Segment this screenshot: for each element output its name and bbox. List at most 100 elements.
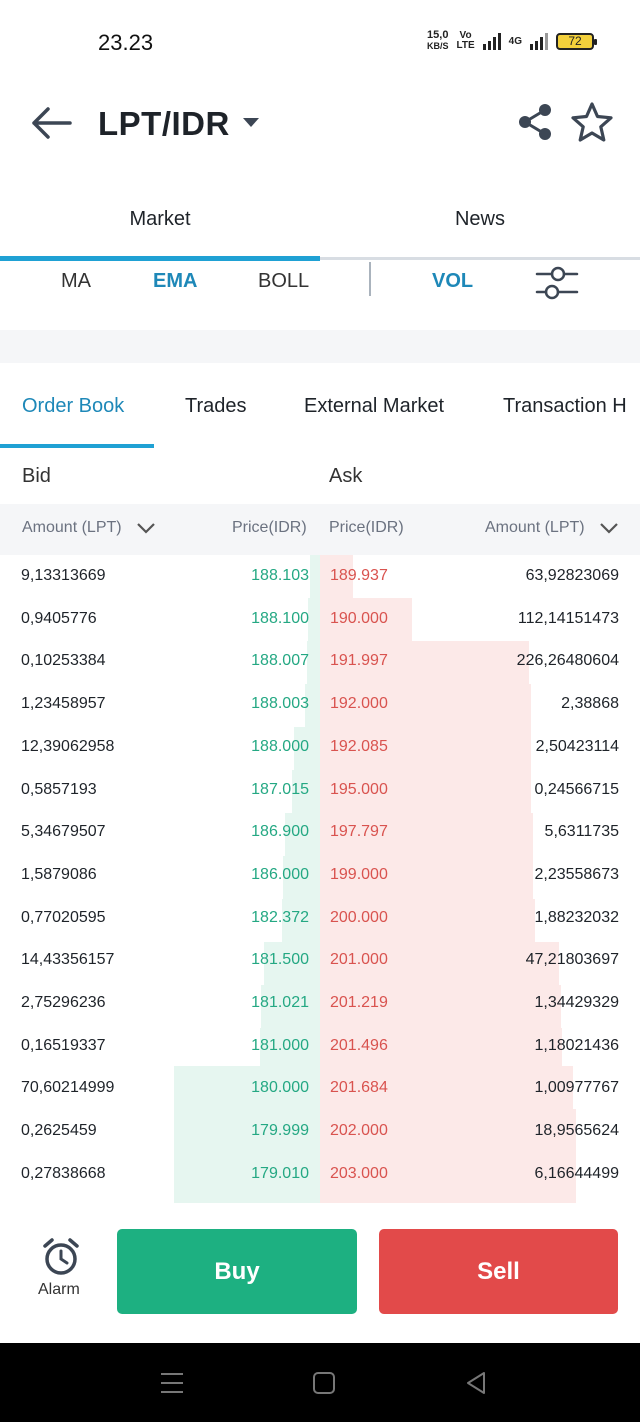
caret-down-icon[interactable]: [242, 116, 260, 128]
order-book-row[interactable]: 2,75296236 181.021 201.219 1,34429329: [0, 982, 640, 1025]
bid-depth-bar: [283, 856, 320, 899]
tab-news[interactable]: News: [454, 208, 505, 230]
bid-price: 181.021: [251, 994, 309, 1011]
ask-price: 201.000: [330, 951, 388, 969]
ask-depth-bar: [320, 555, 353, 598]
back-arrow-icon[interactable]: [30, 105, 72, 141]
bid-depth-bar: [310, 555, 320, 598]
network-type: 4G: [508, 35, 522, 47]
tab-trades[interactable]: Trades: [185, 395, 247, 417]
order-book-row[interactable]: 0,10253384 188.007 191.997 226,26480604: [0, 640, 640, 683]
order-book-row[interactable]: 0,9405776 188.100 190.000 112,14151473: [0, 598, 640, 641]
bid-price: 188.007: [251, 652, 309, 670]
bid-price: 181.000: [251, 1036, 309, 1054]
volte-bottom: LTE: [456, 40, 475, 51]
order-book-row[interactable]: 0,5857193 187.015 195.000 0,24566715: [0, 769, 640, 812]
order-book-row[interactable]: 12,39062958 188.000 192.085 2,50423114: [0, 726, 640, 769]
ask-depth-bar: [320, 1028, 562, 1066]
order-book-row[interactable]: 70,60214999 180.000 201.684 1,00977767: [0, 1067, 640, 1110]
indicator-vol[interactable]: VOL: [432, 270, 474, 292]
bid-price: 188.103: [251, 567, 309, 584]
ask-amount: 5,6311735: [544, 823, 619, 841]
bid-price: 188.100: [251, 609, 309, 627]
ask-amount-header[interactable]: Amount (LPT): [485, 519, 585, 536]
bid-price: 179.999: [251, 1122, 309, 1140]
alarm-clock-icon[interactable]: [41, 1237, 81, 1277]
bid-price: 188.003: [251, 695, 309, 713]
back-nav-icon[interactable]: [464, 1371, 488, 1395]
order-book-row[interactable]: 1,23458957 188.003 192.000 2,38868: [0, 683, 640, 726]
ask-amount: 1,88232032: [534, 908, 619, 926]
bid-amount: 14,43356157: [21, 951, 115, 969]
order-book-row[interactable]: 5,34679507 186.900 197.797 5,6311735: [0, 811, 640, 854]
ask-amount: 63,92823069: [525, 567, 619, 584]
indicator-ma[interactable]: MA: [61, 270, 91, 292]
book-tab-underline: [0, 444, 154, 448]
chevron-down-icon[interactable]: [599, 521, 619, 535]
indicator-boll[interactable]: BOLL: [258, 270, 310, 292]
bottom-action-bar: Alarm Buy Sell: [0, 1203, 640, 1343]
ask-amount: 2,50423114: [535, 737, 619, 755]
tab-market[interactable]: Market: [129, 208, 191, 230]
bid-depth-bar: [294, 727, 320, 770]
net-speed: 15,0 KB/S: [427, 30, 449, 52]
section-separator: [0, 330, 640, 363]
home-icon[interactable]: [312, 1371, 336, 1395]
bid-amount: 0,5857193: [21, 780, 97, 798]
ask-label: Ask: [329, 465, 363, 487]
order-book-row[interactable]: 0,77020595 182.372 200.000 1,88232032: [0, 897, 640, 940]
ask-price: 191.997: [330, 652, 388, 670]
sell-button[interactable]: Sell: [379, 1229, 618, 1314]
bid-amount: 70,60214999: [21, 1079, 115, 1097]
ask-price: 199.000: [330, 865, 388, 883]
ask-price: 202.000: [330, 1122, 388, 1140]
tab-active-underline: [0, 256, 320, 261]
battery-icon: 72: [556, 32, 597, 50]
order-book-row[interactable]: 14,43356157 181.500 201.000 47,21803697: [0, 939, 640, 982]
indicator-ema[interactable]: EMA: [153, 270, 198, 292]
chevron-down-icon[interactable]: [136, 521, 156, 535]
bid-depth-bar: [307, 641, 320, 684]
bid-price: 182.372: [251, 908, 309, 926]
bid-amount-header[interactable]: Amount (LPT): [22, 519, 122, 536]
buy-button[interactable]: Buy: [117, 1229, 357, 1314]
bid-amount: 12,39062958: [21, 737, 115, 755]
order-book-row[interactable]: 0,2625459 179.999 202.000 18,9565624: [0, 1110, 640, 1153]
bid-amount: 0,27838668: [21, 1164, 106, 1182]
bid-price: 186.900: [251, 823, 309, 841]
tab-transaction-history[interactable]: Transaction H: [503, 395, 627, 417]
favorite-star-icon[interactable]: [570, 101, 614, 143]
alarm-label[interactable]: Alarm: [38, 1281, 80, 1298]
system-nav-bar: [0, 1343, 640, 1422]
tab-external-market[interactable]: External Market: [304, 395, 445, 417]
order-book-row[interactable]: 1,5879086 186.000 199.000 2,23558673: [0, 854, 640, 897]
bid-depth-bar: [174, 1066, 320, 1203]
bid-price: 186.000: [251, 865, 309, 883]
ask-depth-bar: [320, 899, 535, 942]
share-icon[interactable]: [518, 103, 552, 141]
bid-price-header: Price(IDR): [232, 519, 307, 536]
volte-top: Vo: [459, 30, 472, 41]
order-book-row[interactable]: 0,16519337 181.000 201.496 1,18021436: [0, 1025, 640, 1068]
bid-amount: 0,9405776: [21, 609, 97, 627]
main-tabs: Market News: [0, 190, 640, 262]
bid-amount: 0,77020595: [21, 908, 106, 926]
bid-price: 188.000: [251, 737, 309, 755]
order-book-row[interactable]: 0,27838668 179.010 203.000 6,16644499: [0, 1153, 640, 1196]
ask-amount: 18,9565624: [534, 1122, 619, 1140]
ask-amount: 2,23558673: [534, 865, 619, 883]
ask-price: 201.219: [330, 994, 388, 1011]
menu-icon[interactable]: [160, 1371, 184, 1395]
ask-depth-bar: [320, 598, 412, 641]
indicator-settings-icon[interactable]: [535, 264, 579, 302]
ask-amount: 112,14151473: [517, 609, 619, 627]
tab-order-book[interactable]: Order Book: [22, 395, 125, 417]
bid-amount: 0,16519337: [21, 1036, 106, 1054]
pair-title[interactable]: LPT/IDR: [98, 105, 230, 142]
bid-price: 179.010: [251, 1164, 309, 1182]
ask-price: 190.000: [330, 609, 388, 627]
status-bar: 23.23 15,0 KB/S Vo LTE 4G 72: [0, 0, 640, 85]
ask-price: 195.000: [330, 780, 388, 798]
order-book-row[interactable]: 9,13313669 188.103 189.937 63,92823069: [0, 555, 640, 598]
net-speed-value: 15,0: [427, 29, 449, 41]
